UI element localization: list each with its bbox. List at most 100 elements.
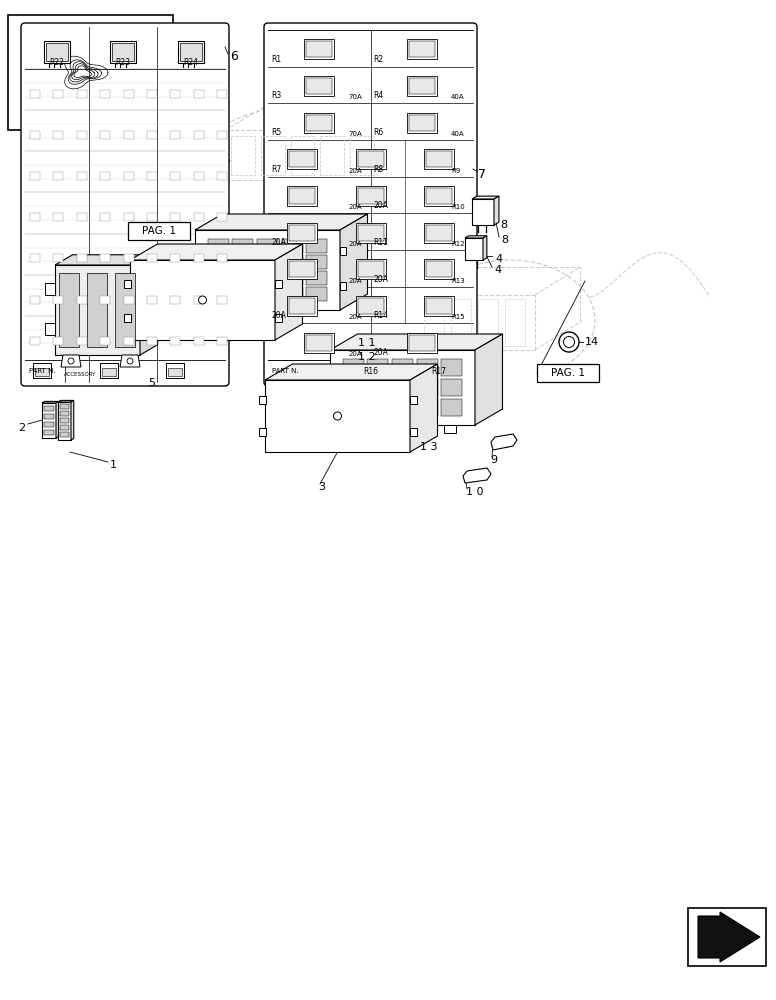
Text: 5: 5	[148, 378, 155, 388]
Text: 1 3: 1 3	[420, 442, 438, 452]
Bar	[289, 261, 315, 277]
Polygon shape	[404, 425, 416, 433]
Bar	[44, 430, 54, 435]
Bar	[217, 213, 227, 221]
Bar	[100, 254, 110, 262]
Bar	[194, 131, 203, 139]
Bar	[257, 271, 278, 285]
Polygon shape	[491, 434, 517, 450]
Bar	[168, 368, 182, 376]
Text: 20A: 20A	[348, 204, 362, 210]
Bar	[307, 41, 332, 57]
Bar	[189, 247, 195, 255]
Bar	[289, 225, 315, 241]
Bar	[409, 78, 435, 94]
Bar	[123, 254, 133, 262]
Bar	[208, 271, 229, 285]
Polygon shape	[465, 236, 487, 238]
Bar	[194, 337, 203, 345]
Bar	[178, 41, 204, 63]
Bar	[110, 41, 136, 63]
Polygon shape	[349, 425, 361, 433]
Bar	[30, 213, 40, 221]
Bar	[451, 299, 471, 346]
Bar	[59, 273, 79, 347]
Polygon shape	[58, 402, 71, 440]
Text: R24: R24	[183, 58, 199, 67]
Bar	[688, 908, 766, 966]
Bar	[100, 90, 110, 98]
Bar	[147, 254, 157, 262]
Bar	[355, 149, 386, 169]
Bar	[123, 90, 133, 98]
Bar	[289, 298, 315, 314]
Bar	[307, 255, 327, 269]
Bar	[287, 259, 317, 279]
Bar	[287, 296, 317, 316]
Bar	[282, 287, 303, 301]
Text: 40A: 40A	[451, 94, 465, 100]
Polygon shape	[330, 334, 503, 350]
Polygon shape	[42, 401, 59, 403]
FancyBboxPatch shape	[21, 23, 229, 386]
Bar	[189, 282, 195, 290]
Bar	[233, 255, 253, 269]
Text: R5: R5	[271, 128, 281, 137]
Bar	[217, 337, 227, 345]
Bar	[368, 399, 388, 416]
Polygon shape	[463, 468, 491, 483]
Bar	[44, 422, 54, 427]
Bar	[426, 298, 452, 314]
Polygon shape	[465, 238, 483, 260]
Bar	[147, 131, 157, 139]
Polygon shape	[698, 912, 760, 962]
Bar	[424, 223, 454, 243]
Bar	[407, 112, 437, 133]
Bar	[147, 337, 157, 345]
Text: 20A: 20A	[373, 348, 388, 357]
Bar	[304, 39, 334, 59]
Bar	[30, 131, 40, 139]
Polygon shape	[55, 255, 158, 265]
Text: 20A: 20A	[348, 241, 362, 247]
FancyBboxPatch shape	[264, 23, 477, 386]
Bar	[392, 359, 413, 376]
Bar	[358, 188, 383, 204]
Bar	[99, 363, 118, 378]
Circle shape	[334, 412, 341, 420]
Text: R13: R13	[451, 278, 465, 284]
Bar	[77, 213, 87, 221]
Polygon shape	[410, 364, 438, 452]
Text: R17: R17	[431, 366, 446, 375]
Bar	[340, 282, 346, 290]
Bar	[358, 261, 383, 277]
Bar	[147, 90, 157, 98]
Bar	[282, 239, 303, 253]
Bar	[77, 254, 87, 262]
Text: 20A: 20A	[271, 311, 286, 320]
Circle shape	[559, 332, 579, 352]
Bar	[287, 149, 317, 169]
Bar	[355, 223, 386, 243]
Bar	[304, 76, 334, 96]
Text: PART N.: PART N.	[29, 368, 56, 374]
Bar	[30, 90, 40, 98]
Bar	[54, 213, 64, 221]
Polygon shape	[55, 265, 140, 355]
Bar	[147, 213, 157, 221]
Bar	[355, 186, 386, 206]
Bar	[304, 332, 334, 353]
Bar	[208, 239, 229, 253]
Text: R23: R23	[116, 58, 130, 67]
Text: R15: R15	[451, 314, 465, 320]
Bar	[77, 131, 87, 139]
Bar	[45, 323, 55, 335]
Polygon shape	[472, 196, 499, 199]
Bar	[100, 337, 110, 345]
Polygon shape	[444, 425, 456, 433]
Circle shape	[199, 296, 206, 304]
Bar	[290, 136, 314, 175]
Bar	[77, 172, 87, 180]
Bar	[124, 314, 131, 322]
Bar	[8, 15, 173, 130]
